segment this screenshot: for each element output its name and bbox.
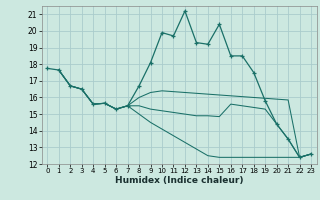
- X-axis label: Humidex (Indice chaleur): Humidex (Indice chaleur): [115, 176, 244, 185]
